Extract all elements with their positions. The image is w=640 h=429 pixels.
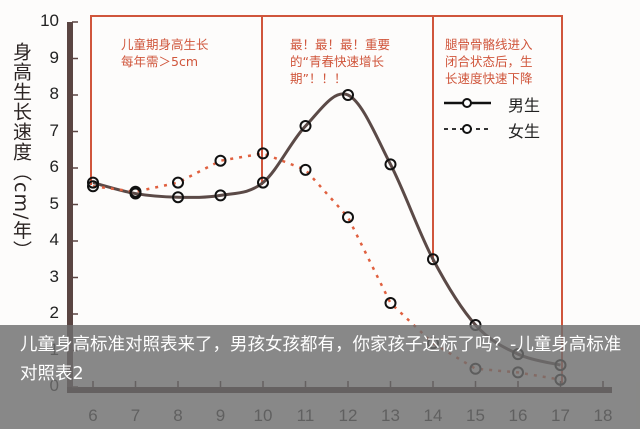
y-tick-label: 8: [49, 84, 59, 103]
y-tick-label: 6: [49, 157, 59, 176]
data-point-marker: [384, 297, 397, 310]
annotation-boxes: [90, 15, 563, 385]
data-point-marker: [172, 176, 184, 189]
data-point-marker: [427, 253, 439, 266]
data-point-marker: [172, 191, 184, 204]
caption-overlay: [0, 325, 640, 429]
annotation-line: 腿骨骨骼线进入: [445, 37, 533, 52]
annotation-bone-closure: 腿骨骨骼线进入 闭合状态后，生 长速度快速下降: [445, 36, 533, 87]
boys-series-line: [92, 92, 561, 367]
data-point-marker: [342, 211, 354, 224]
y-tick-label: 9: [49, 47, 59, 67]
annotation-line: 的“青春快速增长: [290, 54, 384, 69]
data-point-marker: [384, 158, 397, 171]
annotation-line: 期”！！！: [290, 71, 347, 86]
annotation-line: 闭合状态后，生: [445, 54, 533, 69]
y-tick-label: 2: [49, 303, 59, 322]
data-point-marker: [214, 189, 227, 202]
data-point-marker: [129, 185, 142, 198]
annotation-line: 儿童期身高生长: [121, 37, 209, 52]
data-point-marker: [87, 180, 99, 193]
data-point-marker: [214, 154, 227, 167]
data-point-marker: [299, 163, 312, 176]
data-point-marker: [257, 147, 269, 160]
data-point-marker: [299, 120, 312, 133]
y-tick-label: 4: [49, 230, 59, 249]
data-point-marker: [257, 176, 269, 189]
y-tick-label: 7: [49, 120, 59, 140]
annotation-line: 每年需＞5cm: [121, 54, 199, 69]
annotation-line: 最！最！最！重要: [290, 37, 391, 52]
annotation-puberty: 最！最！最！重要 的“青春快速增长 期”！！！: [290, 36, 390, 87]
y-tick-label: 5: [49, 193, 59, 213]
annotation-childhood: 儿童期身高生长 每年需＞5cm: [121, 36, 209, 70]
data-point-marker: [87, 176, 99, 189]
y-tick-label: 10: [40, 11, 59, 30]
annotation-line: 长速度快速下降: [445, 71, 533, 86]
y-tick-label: 3: [49, 266, 59, 286]
legend-boys: 男生: [508, 96, 541, 115]
y-axis-label: 身高生长速度（cm/年）: [10, 42, 32, 261]
data-point-marker: [342, 89, 354, 101]
legend-markers: [444, 98, 491, 134]
legend-girls: 女生: [508, 122, 541, 141]
caption-text: 儿童身高标准对照表来了，男孩女孩都有，你家孩子达标了吗？-儿童身高标准对照表2: [20, 335, 622, 384]
